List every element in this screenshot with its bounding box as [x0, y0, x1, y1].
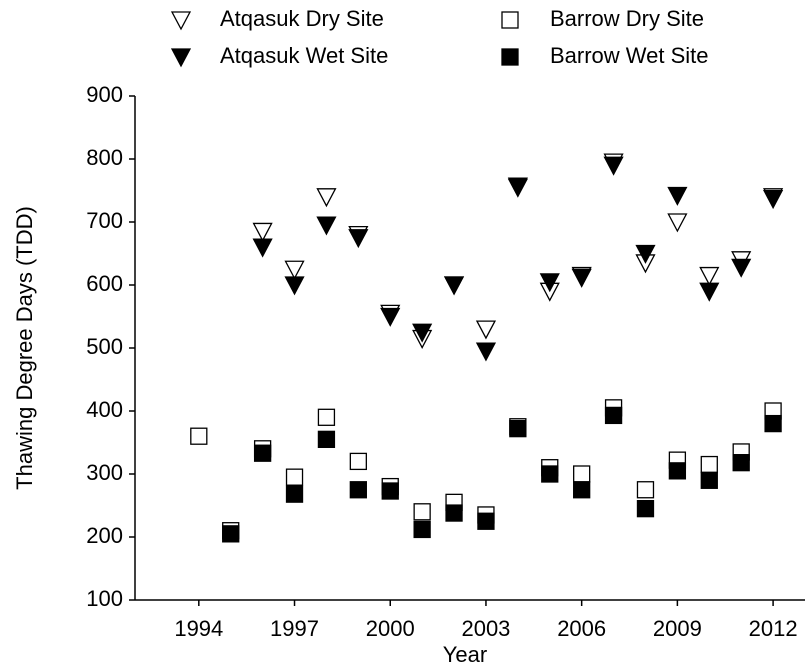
- point: [571, 268, 592, 288]
- point: [764, 414, 782, 433]
- point: [477, 512, 495, 530]
- x-tick-label: 2003: [461, 616, 510, 641]
- y-tick-label: 900: [86, 82, 123, 107]
- point: [573, 481, 591, 499]
- x-tick-label: 2000: [366, 616, 415, 641]
- point: [413, 503, 431, 521]
- legend-marker: [170, 48, 192, 68]
- point: [222, 525, 240, 543]
- legend-label: Barrow Wet Site: [550, 43, 709, 68]
- y-tick-label: 300: [86, 460, 123, 485]
- legend-marker: [170, 11, 192, 31]
- point: [732, 454, 750, 472]
- point: [636, 499, 655, 518]
- legend-label: Barrow Dry Site: [550, 6, 704, 31]
- point: [475, 342, 497, 362]
- point: [284, 260, 305, 280]
- x-axis-title: Year: [443, 642, 487, 667]
- point: [541, 465, 559, 483]
- y-tick-label: 800: [86, 145, 123, 170]
- point: [349, 452, 367, 471]
- x-tick-label: 1994: [174, 616, 223, 641]
- point: [348, 229, 369, 249]
- point: [349, 481, 367, 499]
- legend-marker: [501, 11, 519, 29]
- legend-label: Atqasuk Dry Site: [220, 6, 384, 31]
- y-axis-title: Thawing Degree Days (TDD): [12, 206, 37, 490]
- point: [317, 430, 336, 449]
- x-tick-label: 1997: [270, 616, 319, 641]
- point: [380, 307, 401, 327]
- point: [252, 222, 273, 242]
- point: [573, 465, 591, 483]
- point: [190, 427, 208, 445]
- point: [667, 186, 688, 206]
- point: [700, 455, 718, 474]
- point: [412, 323, 433, 343]
- point: [316, 216, 337, 236]
- y-tick-label: 100: [86, 586, 123, 611]
- point: [445, 504, 463, 522]
- y-tick-label: 700: [86, 208, 123, 233]
- point: [507, 177, 528, 197]
- point: [539, 273, 560, 293]
- point: [284, 276, 305, 296]
- point: [475, 320, 497, 340]
- legend-marker: [501, 48, 519, 66]
- point: [700, 471, 718, 489]
- x-tick-label: 2012: [749, 616, 798, 641]
- y-tick-label: 400: [86, 397, 123, 422]
- point: [635, 244, 656, 264]
- point: [285, 468, 304, 486]
- legend-label: Atqasuk Wet Site: [220, 43, 388, 68]
- point: [253, 444, 272, 462]
- point: [509, 419, 527, 438]
- y-tick-label: 200: [86, 523, 123, 548]
- point: [316, 188, 337, 208]
- point: [603, 156, 624, 176]
- x-tick-label: 2006: [557, 616, 606, 641]
- point: [667, 213, 688, 233]
- point: [763, 190, 784, 210]
- x-tick-label: 2009: [653, 616, 702, 641]
- point: [668, 462, 687, 480]
- y-tick-label: 600: [86, 271, 123, 296]
- point: [636, 481, 655, 499]
- y-tick-label: 500: [86, 334, 123, 359]
- point: [285, 485, 304, 503]
- point: [699, 266, 720, 286]
- point: [252, 238, 273, 258]
- point: [731, 258, 752, 278]
- point: [317, 408, 336, 426]
- point: [413, 520, 431, 539]
- point: [381, 482, 399, 500]
- point: [699, 282, 720, 302]
- point: [604, 406, 623, 425]
- point: [443, 276, 465, 296]
